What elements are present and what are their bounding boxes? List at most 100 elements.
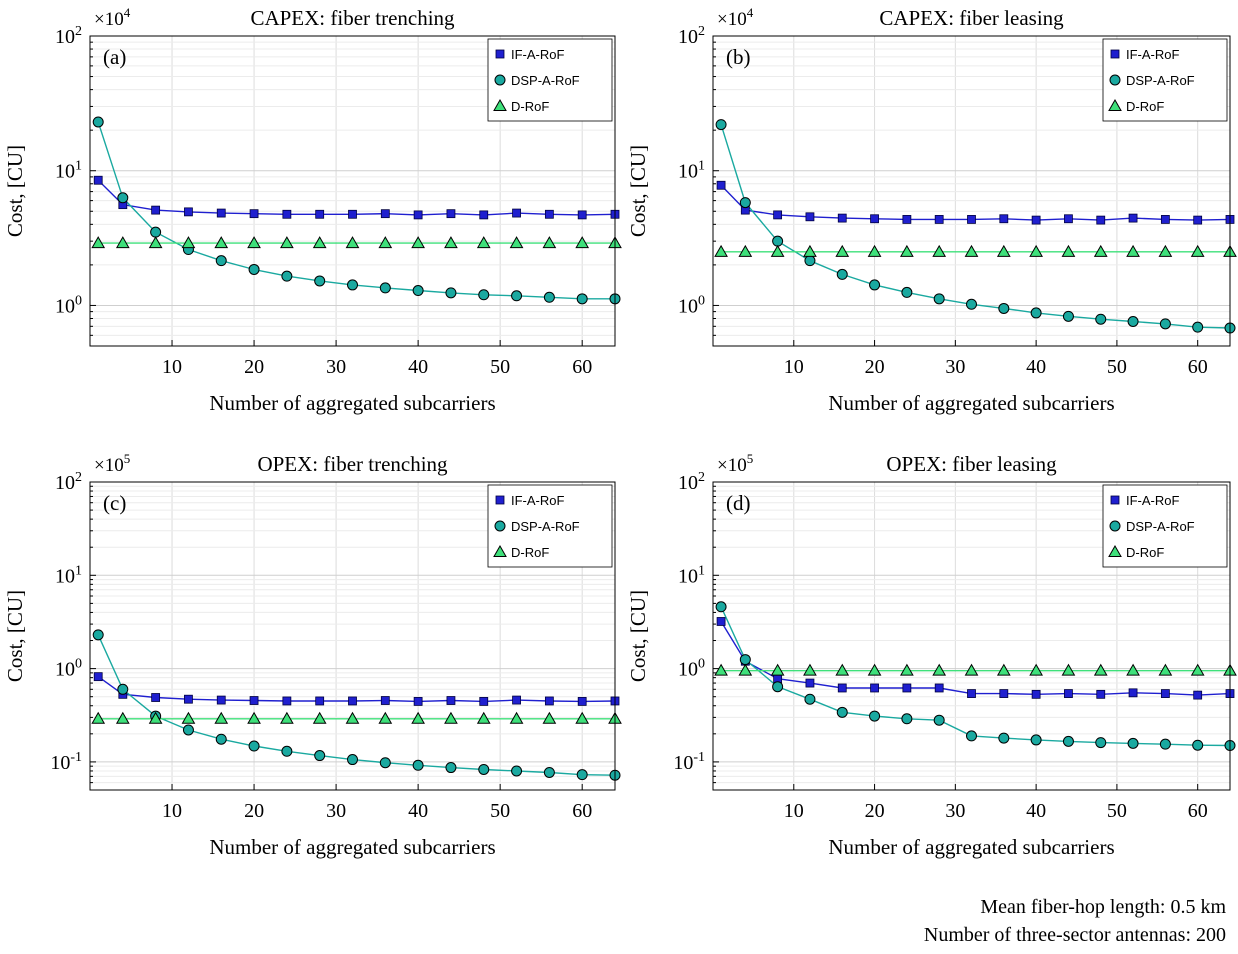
data-point-if-a-rof	[93, 672, 103, 682]
y-exponent-label: ×104	[94, 5, 131, 30]
data-point-if-a-rof	[544, 696, 554, 706]
data-point-dsp-a-rof	[281, 270, 293, 282]
legend-label-dsp-a-rof: DSP-A-RoF	[511, 73, 580, 88]
data-point-dsp-a-rof	[248, 740, 260, 752]
y-tick-label: 10-1	[50, 750, 82, 774]
y-exponent-label: ×105	[94, 451, 130, 476]
y-tick-label: 102	[55, 470, 82, 494]
x-tick-label: 60	[572, 800, 592, 822]
data-point-if-a-rof	[805, 678, 815, 688]
data-point-d-rof	[1093, 663, 1108, 676]
y-tick-label: 101	[678, 563, 705, 587]
data-point-d-rof	[575, 236, 590, 249]
data-point-dsp-a-rof	[576, 293, 588, 305]
legend-marker-dsp-a-rof	[1109, 74, 1121, 86]
chart-title: OPEX: fiber trenching	[257, 452, 448, 476]
x-tick-label: 20	[865, 356, 885, 378]
y-tick-label: 100	[678, 293, 705, 317]
x-tick-label: 10	[162, 356, 182, 378]
x-tick-label: 30	[326, 356, 346, 378]
data-point-d-rof	[148, 236, 163, 249]
data-point-d-rof	[1190, 244, 1205, 257]
data-point-dsp-a-rof	[869, 279, 881, 291]
legend-label-if-a-rof: IF-A-RoF	[511, 493, 565, 508]
x-axis-label: Number of aggregated subcarriers	[828, 835, 1114, 859]
data-point-if-a-rof	[1160, 215, 1170, 224]
legend-label-dsp-a-rof: DSP-A-RoF	[511, 519, 580, 534]
x-tick-label: 50	[1107, 356, 1127, 378]
data-point-if-a-rof	[512, 208, 521, 218]
data-point-if-a-rof	[446, 696, 456, 705]
x-tick-label: 40	[1026, 800, 1046, 822]
data-point-dsp-a-rof	[117, 192, 129, 204]
data-point-dsp-a-rof	[1062, 310, 1074, 322]
data-point-d-rof	[214, 236, 229, 249]
data-point-d-rof	[1029, 663, 1043, 676]
data-point-d-rof	[803, 244, 817, 257]
x-tick-label: 20	[865, 800, 885, 822]
footnote-fiber-hop-length: Mean fiber-hop length: 0.5 km	[980, 896, 1226, 918]
data-point-d-rof	[345, 711, 360, 724]
data-point-dsp-a-rof	[1127, 316, 1139, 328]
data-point-d-rof	[280, 711, 294, 724]
x-tick-label: 10	[784, 356, 804, 378]
data-point-if-a-rof	[577, 210, 587, 220]
data-point-d-rof	[996, 663, 1011, 676]
legend-marker-if-a-rof	[1110, 49, 1120, 59]
data-point-if-a-rof	[249, 696, 259, 705]
data-point-d-rof	[411, 711, 425, 724]
data-point-dsp-a-rof	[869, 710, 881, 722]
data-point-dsp-a-rof	[543, 767, 555, 779]
data-point-d-rof	[770, 663, 785, 676]
data-point-if-a-rof	[216, 208, 226, 218]
data-point-dsp-a-rof	[347, 754, 358, 766]
data-point-d-rof	[181, 711, 196, 724]
data-point-dsp-a-rof	[1062, 735, 1074, 747]
data-point-dsp-a-rof	[966, 298, 977, 310]
data-point-if-a-rof	[1096, 689, 1106, 699]
data-point-dsp-a-rof	[347, 279, 358, 291]
data-point-dsp-a-rof	[92, 116, 104, 128]
data-point-d-rof	[444, 236, 458, 249]
data-point-if-a-rof	[282, 696, 292, 706]
data-point-d-rof	[148, 711, 163, 724]
chart-title: OPEX: fiber leasing	[886, 452, 1057, 476]
data-point-dsp-a-rof	[1095, 737, 1107, 749]
data-point-d-rof	[1126, 244, 1140, 257]
panel-d: 10 20 30 40 50 60 10-1 100 101 102 Number of aggre…	[626, 451, 1237, 859]
data-point-if-a-rof	[934, 683, 944, 693]
axes-frame	[712, 35, 1231, 347]
data-point-d-rof	[476, 236, 491, 249]
x-tick-label: 20	[244, 356, 264, 378]
legend-marker-if-a-rof	[1110, 495, 1120, 505]
legend-box	[487, 484, 613, 568]
panel-b: 10 20 30 40 50 60 100 101 102 Number of aggregate…	[626, 5, 1237, 415]
y-exponent-label: ×104	[717, 5, 754, 30]
data-point-dsp-a-rof	[1159, 318, 1171, 330]
data-point-if-a-rof	[1096, 215, 1106, 225]
data-point-dsp-a-rof	[281, 745, 293, 757]
data-point-dsp-a-rof	[314, 750, 326, 762]
data-point-dsp-a-rof	[215, 255, 227, 267]
data-point-d-rof	[575, 711, 590, 724]
data-point-if-a-rof	[870, 214, 879, 224]
data-point-if-a-rof	[773, 210, 783, 220]
data-point-if-a-rof	[93, 175, 103, 185]
data-point-dsp-a-rof	[543, 291, 555, 303]
data-point-dsp-a-rof	[1192, 739, 1204, 751]
data-point-dsp-a-rof	[248, 263, 260, 275]
legend-label-if-a-rof: IF-A-RoF	[1126, 47, 1180, 62]
data-point-dsp-a-rof	[836, 268, 848, 280]
x-tick-label: 30	[326, 800, 346, 822]
x-tick-label: 40	[1026, 356, 1046, 378]
y-tick-label: 102	[55, 24, 82, 48]
data-point-if-a-rof	[1128, 688, 1138, 698]
legend-label-d-rof: D-RoF	[1126, 545, 1164, 560]
legend-label-d-rof: D-RoF	[1126, 99, 1164, 114]
y-tick-label: 101	[55, 563, 82, 587]
data-point-if-a-rof	[380, 696, 390, 705]
legend-label-dsp-a-rof: DSP-A-RoF	[1126, 73, 1195, 88]
x-tick-label: 50	[490, 356, 510, 378]
data-point-dsp-a-rof	[576, 769, 588, 781]
